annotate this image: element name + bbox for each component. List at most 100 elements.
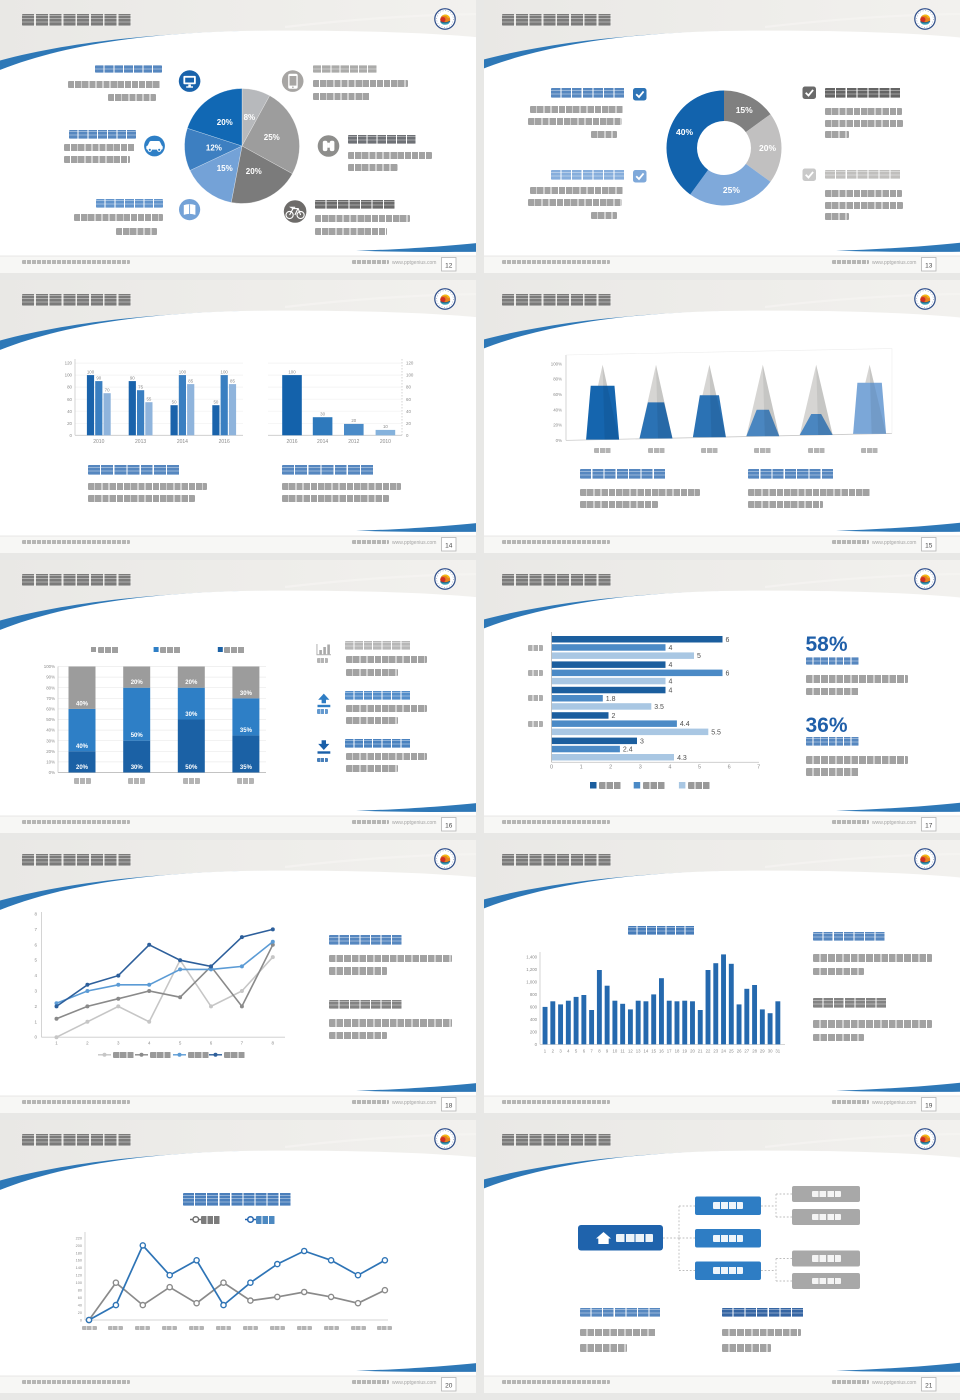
svg-text:400: 400	[530, 1017, 538, 1022]
svg-text:30: 30	[320, 411, 325, 416]
svg-text:7: 7	[757, 765, 760, 771]
svg-text:85: 85	[188, 378, 193, 383]
svg-text:60: 60	[78, 1296, 82, 1300]
svg-text:50%: 50%	[131, 733, 144, 739]
svg-text:90: 90	[96, 375, 101, 380]
svg-text:0: 0	[535, 1042, 538, 1047]
svg-text:80%: 80%	[46, 685, 55, 690]
svg-text:4.4: 4.4	[680, 721, 690, 728]
svg-text:27: 27	[744, 1048, 749, 1053]
svg-text:160: 160	[76, 1259, 82, 1263]
svg-text:100%: 100%	[551, 361, 562, 366]
svg-text:4: 4	[34, 973, 37, 978]
svg-text:13: 13	[925, 263, 933, 270]
svg-text:90%: 90%	[46, 675, 55, 680]
svg-text:14: 14	[445, 543, 453, 550]
svg-text:3: 3	[559, 1048, 562, 1053]
svg-text:20: 20	[690, 1048, 695, 1053]
svg-text:40: 40	[406, 409, 411, 414]
svg-text:4: 4	[668, 765, 671, 771]
svg-text:120: 120	[406, 361, 414, 366]
svg-text:70%: 70%	[46, 696, 55, 701]
svg-text:30%: 30%	[240, 691, 253, 697]
svg-text:8%: 8%	[244, 113, 256, 122]
svg-text:0%: 0%	[556, 438, 562, 443]
svg-text:55: 55	[146, 396, 151, 401]
svg-text:0: 0	[34, 1035, 37, 1040]
svg-text:8: 8	[598, 1048, 601, 1053]
svg-text:20%: 20%	[553, 423, 562, 428]
svg-text:2012: 2012	[348, 439, 359, 445]
svg-text:2: 2	[86, 1041, 89, 1046]
svg-text:80%: 80%	[553, 377, 562, 382]
svg-text:3.5: 3.5	[654, 704, 664, 711]
svg-text:20%: 20%	[131, 680, 144, 686]
svg-text:2.4: 2.4	[623, 747, 633, 754]
svg-text:www.pptgenius.com: www.pptgenius.com	[872, 1380, 916, 1386]
svg-text:4.3: 4.3	[677, 755, 687, 762]
svg-text:0: 0	[80, 1318, 82, 1322]
svg-text:23: 23	[713, 1048, 718, 1053]
svg-text:20: 20	[67, 421, 72, 426]
svg-text:22: 22	[706, 1048, 711, 1053]
svg-text:100: 100	[76, 1281, 82, 1285]
svg-text:2: 2	[609, 765, 612, 771]
svg-text:85: 85	[230, 378, 235, 383]
svg-text:6: 6	[583, 1048, 586, 1053]
svg-text:70: 70	[105, 387, 110, 392]
svg-text:20%: 20%	[76, 765, 89, 771]
svg-text:25%: 25%	[264, 133, 280, 142]
svg-text:80: 80	[67, 385, 72, 390]
svg-text:6: 6	[210, 1041, 213, 1046]
svg-text:19: 19	[682, 1048, 687, 1053]
svg-text:50: 50	[213, 399, 218, 404]
svg-text:30%: 30%	[131, 765, 144, 771]
svg-text:17: 17	[925, 823, 933, 830]
svg-text:1,400: 1,400	[526, 954, 537, 959]
svg-text:6: 6	[728, 765, 731, 771]
svg-text:2013: 2013	[135, 439, 146, 445]
svg-text:4: 4	[669, 662, 673, 669]
svg-text:40%: 40%	[76, 744, 89, 750]
svg-text:4: 4	[148, 1041, 151, 1046]
svg-text:60: 60	[67, 397, 72, 402]
svg-text:12%: 12%	[206, 144, 222, 153]
svg-text:20: 20	[351, 418, 356, 423]
svg-text:100: 100	[288, 369, 296, 374]
svg-text:14: 14	[644, 1048, 649, 1053]
svg-text:19: 19	[925, 1103, 933, 1110]
svg-text:80: 80	[78, 1289, 82, 1293]
svg-text:www.pptgenius.com: www.pptgenius.com	[872, 1100, 916, 1106]
svg-text:18: 18	[675, 1048, 680, 1053]
svg-text:24: 24	[721, 1048, 726, 1053]
svg-text:600: 600	[530, 1004, 538, 1009]
svg-text:15%: 15%	[217, 164, 233, 173]
svg-text:140: 140	[76, 1266, 82, 1270]
svg-text:4: 4	[669, 688, 673, 695]
svg-text:6: 6	[34, 942, 37, 947]
svg-text:13: 13	[636, 1048, 641, 1053]
svg-text:100: 100	[179, 369, 187, 374]
svg-text:100: 100	[65, 373, 73, 378]
svg-text:10: 10	[613, 1048, 618, 1053]
svg-text:5.5: 5.5	[711, 729, 721, 736]
svg-text:100: 100	[87, 369, 95, 374]
svg-text:20: 20	[406, 421, 411, 426]
svg-text:35%: 35%	[240, 765, 253, 771]
svg-text:5: 5	[575, 1048, 578, 1053]
svg-text:7: 7	[590, 1048, 593, 1053]
svg-text:5: 5	[698, 765, 701, 771]
svg-text:1: 1	[34, 1019, 37, 1024]
svg-text:21: 21	[925, 1383, 933, 1390]
svg-text:15: 15	[651, 1048, 656, 1053]
svg-text:20%: 20%	[185, 680, 198, 686]
svg-text:200: 200	[530, 1029, 538, 1034]
svg-text:30: 30	[768, 1048, 773, 1053]
svg-text:2: 2	[34, 1004, 37, 1009]
svg-text:35%: 35%	[240, 728, 253, 734]
svg-text:20%: 20%	[217, 118, 233, 127]
svg-text:15%: 15%	[736, 105, 753, 115]
svg-text:40%: 40%	[46, 728, 55, 733]
svg-text:31: 31	[775, 1048, 780, 1053]
svg-text:www.pptgenius.com: www.pptgenius.com	[392, 260, 436, 266]
